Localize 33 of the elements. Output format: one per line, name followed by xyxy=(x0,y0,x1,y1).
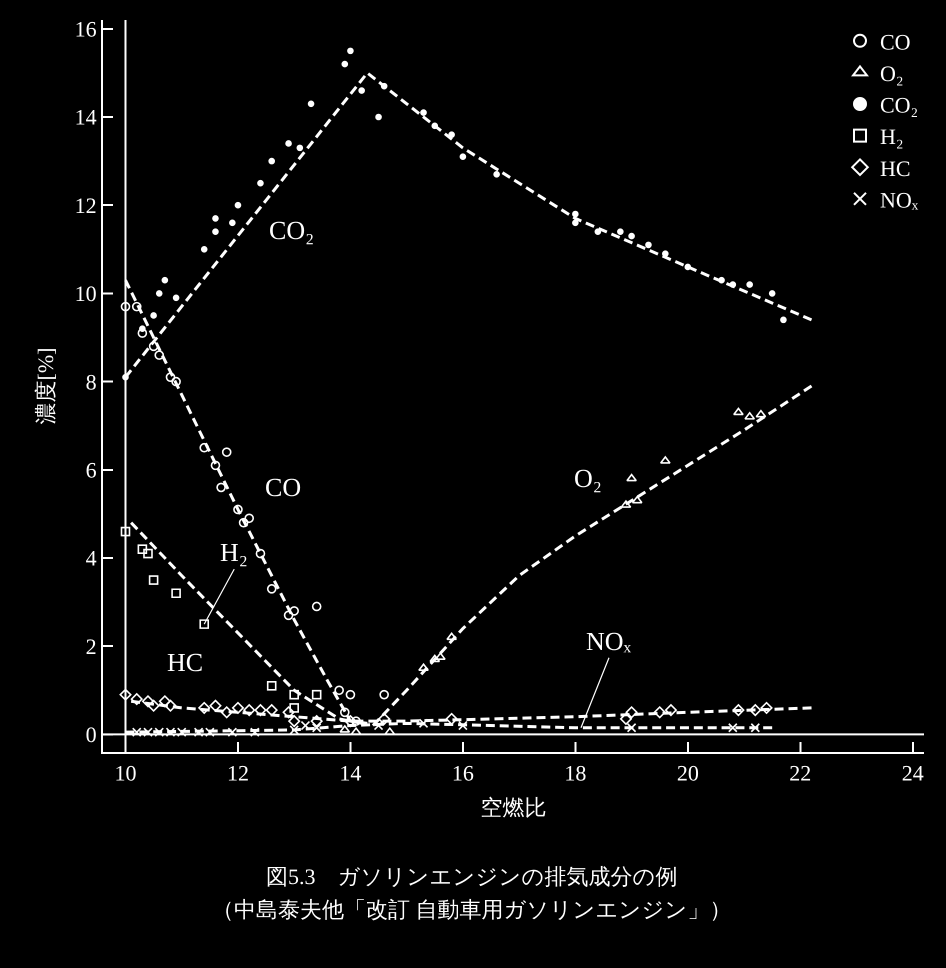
y-tick-label: 2 xyxy=(86,634,97,659)
legend-label: O₂ xyxy=(880,60,904,86)
x-tick-label: 10 xyxy=(114,760,136,786)
x-tick-label: 12 xyxy=(226,760,249,786)
legend-label: NOₓ xyxy=(880,187,919,212)
x-tick-label: 18 xyxy=(564,760,586,786)
annotation: CO xyxy=(265,473,302,502)
y-tick-label: 8 xyxy=(86,369,97,394)
x-tick-label: 16 xyxy=(452,760,474,786)
y-tick-label: 14 xyxy=(74,104,97,130)
legend-label: CO₂ xyxy=(880,92,918,118)
annotation: O₂ xyxy=(574,464,602,493)
y-tick-label: 0 xyxy=(86,722,97,748)
annotation: CO₂ xyxy=(269,216,314,245)
text: （中島泰夫他「改訂 自動車用ガソリンエンジン」） xyxy=(212,897,732,922)
y-tick-label: 12 xyxy=(74,192,97,218)
y-axis-title: 濃度[%] xyxy=(32,348,58,424)
x-axis-title: 空燃比 xyxy=(480,794,546,820)
legend-label: CO xyxy=(880,29,911,54)
annotation: NOₓ xyxy=(586,627,632,656)
x-tick-label: 14 xyxy=(339,760,362,786)
x-tick-label: 20 xyxy=(676,760,699,786)
x-tick-label: 24 xyxy=(902,760,924,786)
annotation: HC xyxy=(167,648,204,677)
x-tick-label: 22 xyxy=(789,760,812,786)
y-tick-label: 10 xyxy=(74,281,97,306)
y-tick-label: 4 xyxy=(86,546,97,571)
text: 図5.3 ガソリンエンジンの排気成分の例 xyxy=(266,864,678,889)
y-tick-label: 16 xyxy=(74,16,97,42)
legend-label: H₂ xyxy=(880,124,904,150)
y-tick-label: 6 xyxy=(86,457,97,482)
legend-label: HC xyxy=(880,156,911,181)
annotation: H₂ xyxy=(220,538,248,567)
